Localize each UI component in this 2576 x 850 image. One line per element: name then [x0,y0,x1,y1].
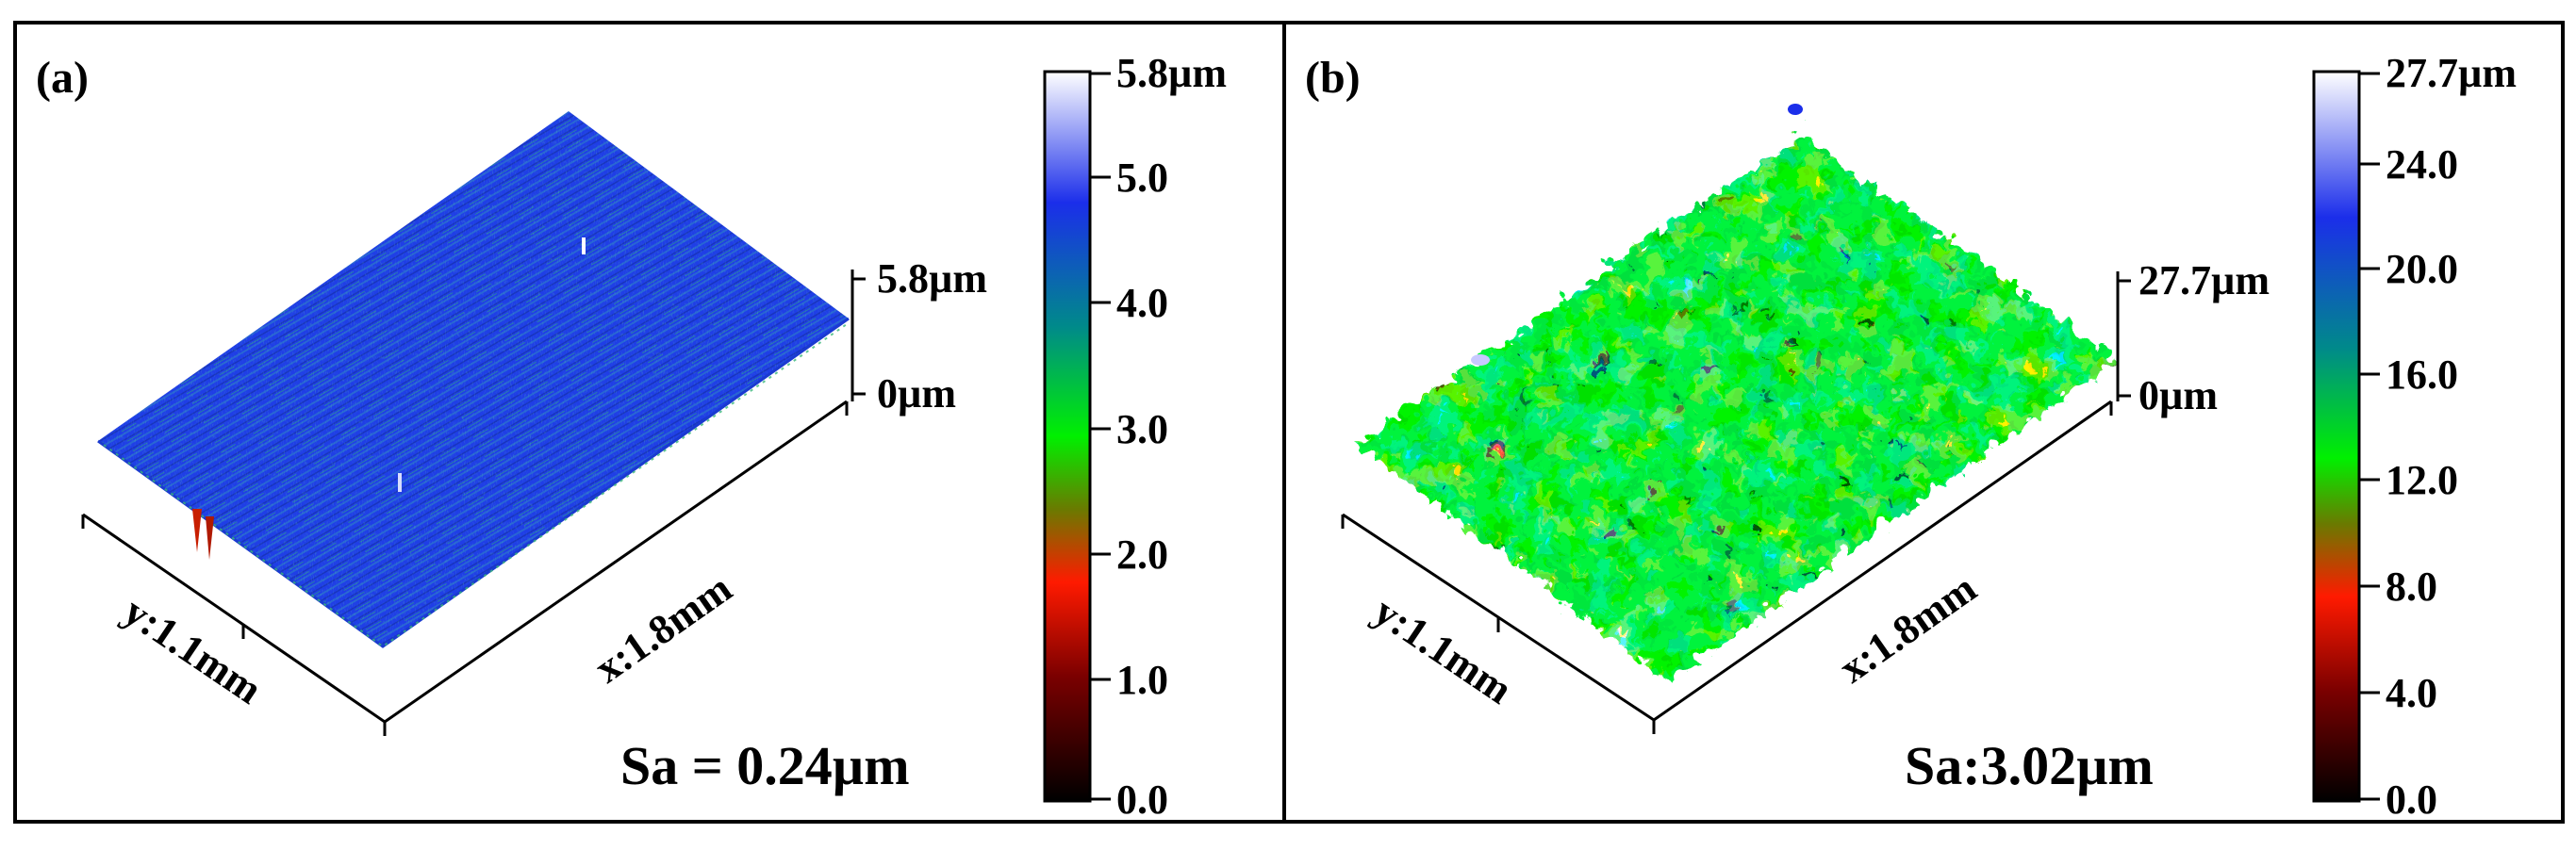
panel-a-roughness: Sa = 0.24µm [620,735,910,796]
surface-peak [1788,104,1803,115]
panel-a: (a) y:1.1mm [13,21,1286,824]
panel-b-x-axis-label: x:1.8mm [1831,564,1985,692]
panel-a-y-axis-label: y:1.1mm [115,588,270,713]
colorbar-max-label: 5.8µm [1116,50,1227,96]
red-spike [192,509,202,552]
colorbar-tick-label: 2.0 [1116,531,1168,578]
panel-b-y-axis-label: y:1.1mm [1365,588,1520,713]
panel-b-figure: (b) y:1.1mm x:1.8mm 27.7µm 0µm Sa:3.02µm [1305,50,2517,823]
panel-b-z-axis-top: 27.7µm [2138,257,2270,303]
colorbar-tick-label: 24.0 [2386,141,2458,188]
panel-a-label: (a) [36,53,89,103]
panel-a-x-axis-label: x:1.8mm [586,564,740,692]
white-speck [582,237,586,254]
panel-a-axes [81,270,866,736]
panel-b-colorbar: 27.7µm 24.0 20.0 16.0 12.0 8.0 4.0 0.0 [2312,50,2517,823]
colorbar-tick-label: 20.0 [2386,246,2458,292]
colorbar-max-label: 27.7µm [2386,50,2517,96]
surface-peak [1471,354,1490,366]
panel-b: (b) y:1.1mm x:1.8mm 27.7µm 0µm Sa:3.02µm [1282,21,2565,824]
colorbar-tick-label: 5.0 [1116,155,1168,201]
colorbar-tick-label: 1.0 [1116,657,1168,703]
colorbar-tick-label: 16.0 [2386,351,2458,398]
panel-b-roughness: Sa:3.02µm [1905,735,2154,796]
colorbar-tick-label: 4.0 [2386,670,2437,716]
colorbar-tick-label: 3.0 [1116,406,1168,452]
colorbar-tick-label: 12.0 [2386,457,2458,503]
red-spike [206,516,214,560]
white-speck [398,473,402,492]
panel-b-axes [1341,271,2131,734]
panel-a-z-axis-top: 5.8µm [877,255,987,302]
panel-b-label: (b) [1305,53,1361,103]
panel-a-z-axis-bottom: 0µm [877,370,956,417]
colorbar-tick-label: 8.0 [2386,564,2437,610]
colorbar-tick-label: 0.0 [2386,776,2437,823]
panel-a-colorbar: 5.8µm 5.0 4.0 3.0 2.0 1.0 0.0 [1043,50,1227,823]
panel-a-surface [97,111,850,648]
panel-b-surface [1352,104,2111,675]
panel-b-z-axis-bottom: 0µm [2138,372,2218,418]
panel-a-figure: (a) y:1.1mm [36,50,1227,823]
colorbar-tick-label: 4.0 [1116,280,1168,326]
colorbar-tick-label: 0.0 [1116,776,1168,823]
